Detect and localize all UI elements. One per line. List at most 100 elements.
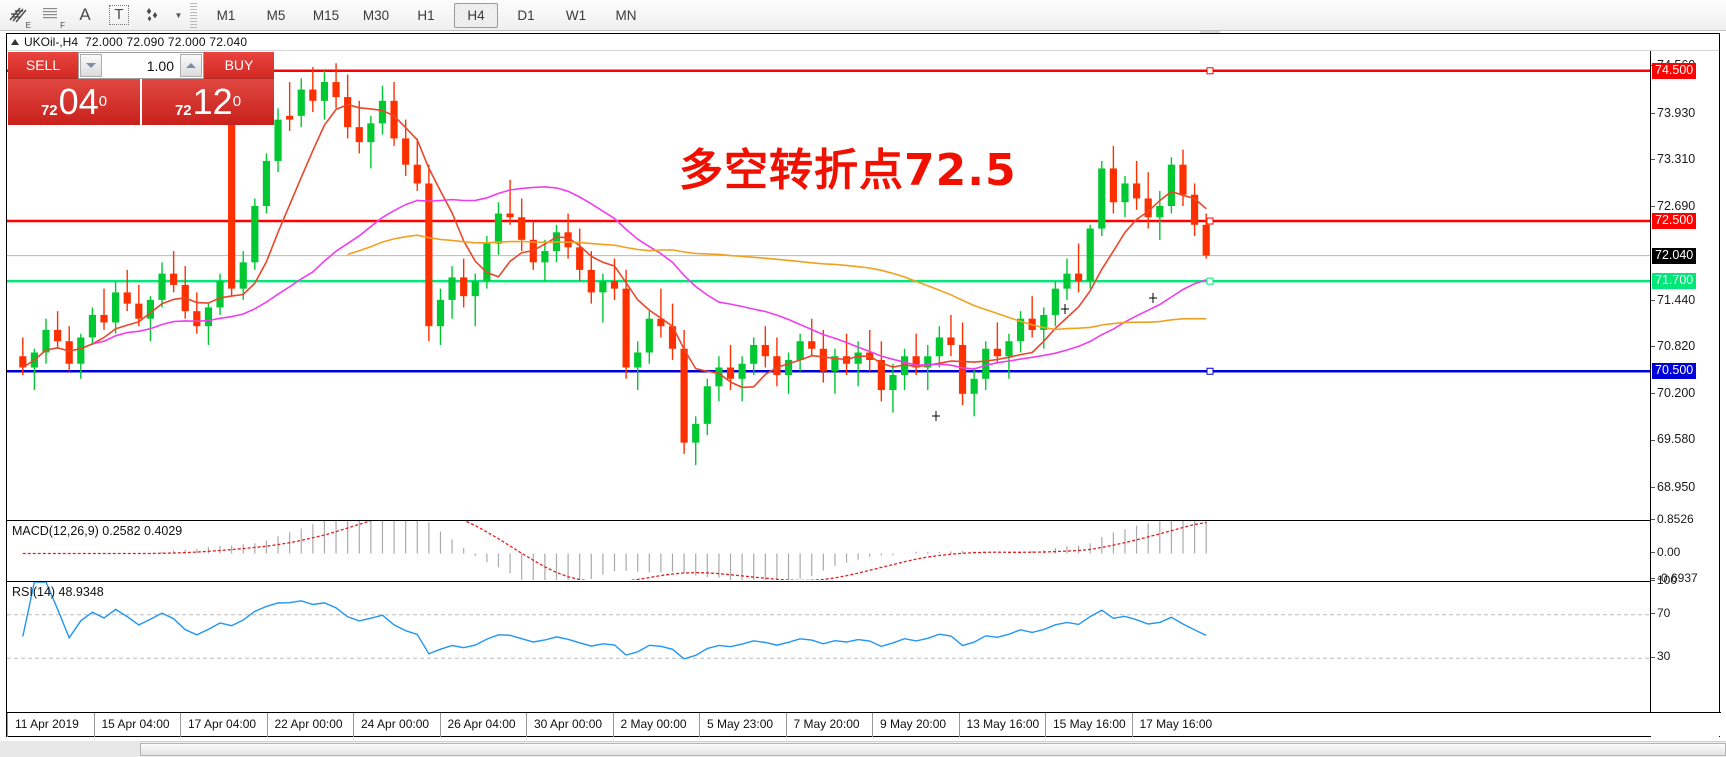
trade-panel-top-row: SELL 1.00 BUY — [8, 52, 274, 79]
sell-price-whole: 72 — [40, 102, 58, 119]
timeframe-m15[interactable]: M15 — [312, 7, 340, 23]
chevron-up-icon — [186, 63, 196, 68]
grid-icon[interactable]: F — [34, 1, 68, 30]
objects-icon[interactable] — [136, 1, 170, 30]
price-tick: 70.820 — [1651, 339, 1695, 353]
volume-decrease-button[interactable] — [80, 54, 102, 77]
time-tick-label: 7 May 20:00 — [793, 717, 860, 731]
trade-panel-prices: 72 04 0 72 12 0 — [8, 79, 274, 125]
timeframe-h1[interactable]: H1 — [417, 7, 435, 23]
candle-body — [170, 273, 178, 285]
grid-icon-sub: F — [60, 20, 65, 30]
buy-price[interactable]: 72 12 0 — [142, 79, 274, 125]
symbol-bar: UKOil-,H4 72.000 72.090 72.000 72.040 — [7, 34, 1719, 51]
one-click-trade-panel[interactable]: SELL 1.00 BUY 72 04 0 72 12 0 — [8, 52, 274, 125]
candle-body — [1040, 314, 1048, 330]
candle-body — [402, 138, 410, 165]
candle-body — [135, 303, 143, 319]
candle-body — [970, 378, 978, 394]
scrollbar-thumb[interactable] — [140, 743, 1726, 756]
candle-body — [65, 341, 73, 364]
macd-pane[interactable] — [7, 520, 1651, 581]
timeframe-w1[interactable]: W1 — [565, 7, 587, 23]
candle-body — [958, 344, 967, 394]
time-tick-separator — [785, 713, 787, 737]
candle-body — [1063, 273, 1071, 289]
text-label-icon[interactable]: T — [102, 1, 136, 30]
time-tick-label: 17 Apr 04:00 — [188, 717, 257, 731]
horizontal-scrollbar[interactable] — [0, 741, 1726, 757]
chart-cursor-marker — [932, 411, 940, 421]
volume-increase-button[interactable] — [180, 54, 202, 77]
candle-body — [622, 288, 630, 368]
buy-price-whole: 72 — [174, 102, 192, 119]
candle-body — [1074, 273, 1083, 282]
objects-dropdown-caret[interactable]: ▼ — [170, 1, 186, 30]
time-scale[interactable]: 11 Apr 2019 15 Apr 04:00 17 Apr 04:00 22 Ap… — [7, 712, 1721, 737]
price-level-label[interactable]: 72.040 — [1652, 247, 1697, 264]
price-level-label[interactable]: 72.500 — [1652, 213, 1697, 230]
candle-body — [1191, 194, 1199, 225]
symbol-ohlc: 72.000 72.090 72.000 72.040 — [85, 35, 248, 49]
timeframe-m1[interactable]: M1 — [216, 7, 236, 23]
timeframe-group: M1 M5 M15 M30 H1 H4 D1 W1 MN — [201, 2, 651, 28]
timeframe-d1[interactable]: D1 — [517, 7, 535, 23]
price-level-handle[interactable] — [1206, 367, 1214, 375]
candle-body — [645, 318, 653, 353]
candle-body — [1109, 168, 1117, 203]
candle-body — [193, 311, 201, 327]
chart-cursor-marker — [1061, 304, 1069, 314]
time-tick-label: 9 May 20:00 — [880, 717, 947, 731]
sell-button[interactable]: SELL — [8, 52, 78, 79]
candle-body — [819, 348, 827, 372]
candle-body — [297, 89, 305, 116]
chart-cursor-marker — [1149, 293, 1157, 303]
candle-body — [668, 326, 677, 349]
price-scale[interactable]: 74.56073.93073.31072.69071.44070.82070.2… — [1650, 51, 1719, 737]
timeframe-m30[interactable]: M30 — [362, 7, 390, 23]
timeframe-m5[interactable]: M5 — [266, 7, 286, 23]
price-pane[interactable] — [7, 52, 1651, 514]
candle-body — [77, 337, 85, 364]
text-icon[interactable]: A — [79, 5, 91, 24]
price-level-handle[interactable] — [1206, 67, 1214, 75]
macd-tick: 0.8526 — [1651, 512, 1694, 526]
candle-body — [738, 363, 746, 379]
sell-price[interactable]: 72 04 0 — [8, 79, 142, 125]
time-tick-label: 15 Apr 04:00 — [101, 717, 170, 731]
candle-body — [390, 100, 398, 139]
time-tick-separator — [353, 713, 354, 737]
candle-body — [332, 82, 340, 98]
volume-stepper[interactable]: 1.00 — [78, 52, 204, 79]
candle-body — [680, 348, 688, 443]
time-tick-separator — [1131, 713, 1133, 737]
chart-window[interactable]: UKOil-,H4 72.000 72.090 72.000 72.040 MA… — [6, 33, 1721, 737]
chart-tab-strip[interactable] — [0, 741, 140, 757]
collapse-triangle-icon[interactable] — [11, 39, 19, 45]
buy-button[interactable]: BUY — [204, 52, 274, 79]
timeframe-mn[interactable]: MN — [615, 7, 637, 23]
candle-body — [541, 251, 549, 263]
timeframe-h4[interactable]: H4 — [454, 2, 498, 28]
price-level-label[interactable]: 71.700 — [1652, 273, 1697, 290]
price-level-handle[interactable] — [1206, 217, 1214, 225]
candle-body — [448, 277, 456, 300]
price-level-label[interactable]: 70.500 — [1652, 363, 1697, 380]
candle-body — [413, 164, 421, 184]
buy-price-sup: 0 — [232, 93, 242, 110]
indicators-icon[interactable]: E — [0, 1, 34, 30]
price-tick: 72.690 — [1651, 199, 1695, 213]
volume-value[interactable]: 1.00 — [146, 57, 174, 74]
candle-body — [924, 356, 932, 368]
price-level-label[interactable]: 74.500 — [1652, 62, 1697, 79]
candle-body — [773, 356, 781, 376]
rsi-tick: 70 — [1651, 606, 1670, 620]
objects-glyph — [146, 8, 158, 22]
sell-price-sup: 0 — [98, 93, 108, 110]
price-level-handle[interactable] — [1206, 277, 1214, 285]
candle-body — [239, 262, 247, 289]
rsi-pane[interactable] — [7, 581, 1651, 692]
candle-body — [1144, 198, 1152, 218]
candle-body — [657, 318, 665, 327]
candle-body — [378, 100, 387, 124]
